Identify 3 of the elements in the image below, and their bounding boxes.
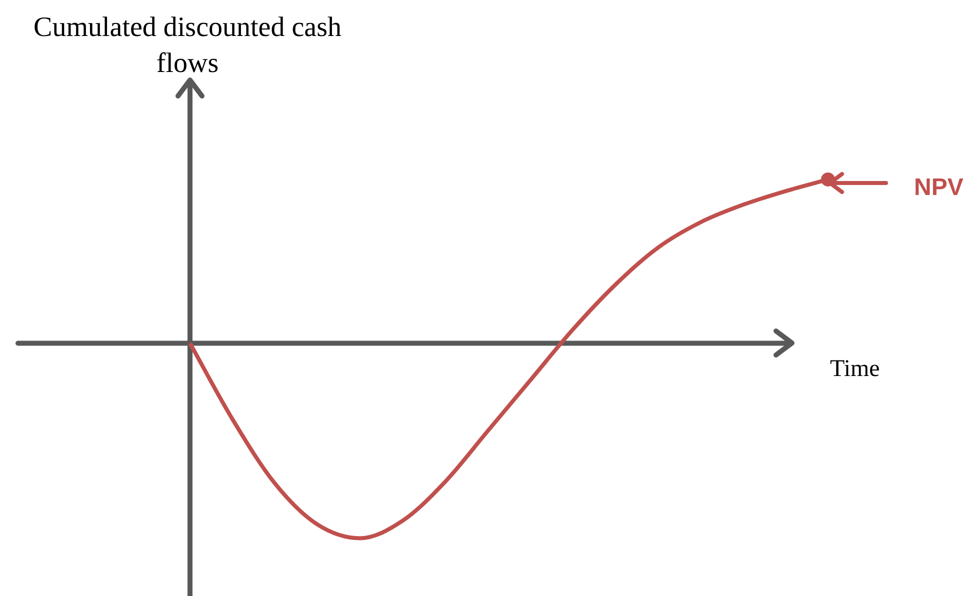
y-axis-title: Cumulated discounted cash flows [32,11,342,81]
x-axis-title: Time [830,356,880,383]
text: NPV [914,174,964,202]
